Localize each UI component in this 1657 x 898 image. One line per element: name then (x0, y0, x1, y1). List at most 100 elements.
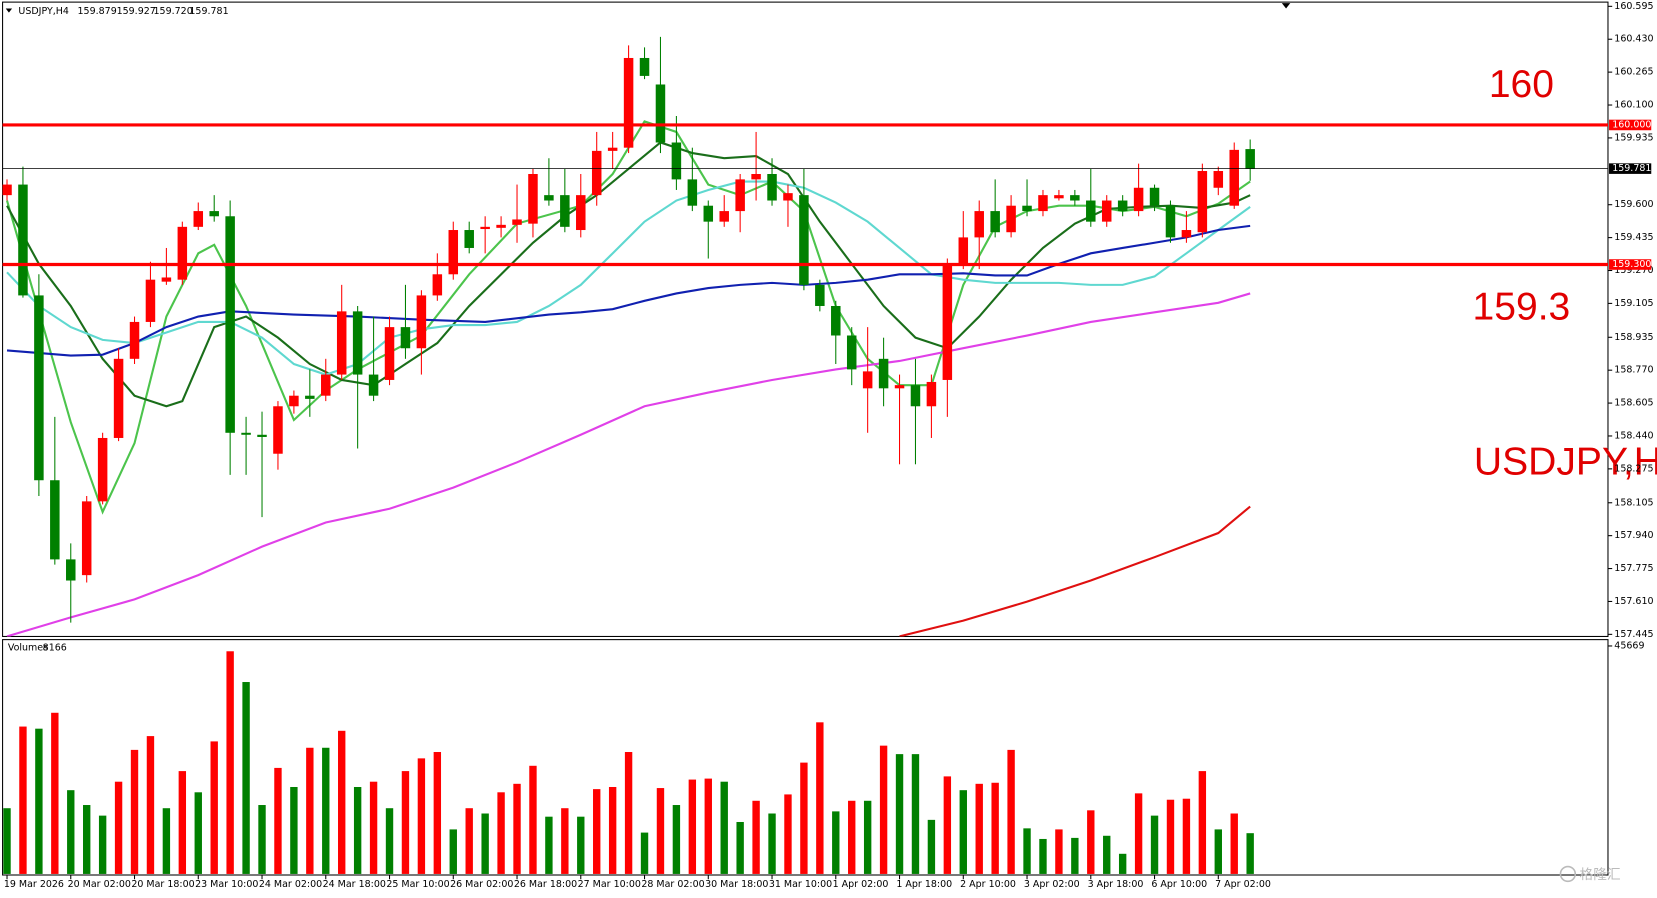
y-tick-label: 159.935 (1614, 132, 1653, 143)
volume-bar (1071, 837, 1079, 874)
y-tick-label: 158.275 (1614, 463, 1653, 474)
volume-bar (162, 808, 171, 874)
volume-bar (19, 726, 27, 874)
volume-bar (879, 745, 888, 874)
candle-body (1165, 205, 1176, 238)
volume-bar (529, 765, 537, 874)
volume-bar (927, 819, 936, 874)
candle-body (926, 381, 937, 407)
header-value: 159.781 (189, 6, 228, 17)
header-value: 159.879 (78, 6, 117, 17)
y-tick-label: 158.105 (1614, 497, 1653, 508)
candle-body (815, 284, 825, 306)
menu-arrow (5, 8, 13, 13)
volume-bar (114, 781, 123, 874)
volume-bar (35, 728, 43, 874)
volume-bar (513, 783, 521, 874)
candle-body (687, 179, 698, 206)
moving-average (6, 180, 1251, 376)
volume-bar (290, 786, 298, 874)
y-tick-label: 160.595 (1614, 1, 1653, 12)
volume-bar (895, 754, 904, 874)
volume-bar (1150, 815, 1159, 874)
moving-average (6, 292, 1251, 637)
x-tick-label: 31 Mar 10:00 (769, 879, 832, 890)
y-tick-label: 157.610 (1614, 596, 1653, 607)
candle-body (1181, 230, 1192, 238)
volume-bar (130, 749, 139, 874)
volume-bar (258, 805, 266, 874)
y-tick-label: 160.100 (1614, 100, 1653, 111)
candle-body (607, 147, 618, 151)
volume-bar (688, 779, 697, 874)
volume-bar (83, 805, 91, 874)
volume-bar (624, 752, 633, 874)
volume-bar (991, 782, 999, 874)
candle-body (1133, 187, 1144, 212)
volume-bar (1214, 829, 1222, 874)
volume-bar (3, 808, 11, 874)
current-price-box (1609, 163, 1652, 174)
candle-body (878, 358, 889, 389)
volume-bar (943, 776, 952, 874)
candle-body (1245, 149, 1255, 169)
volume-bar (226, 651, 234, 874)
volume-bar (1246, 833, 1254, 874)
candle-body (161, 277, 172, 282)
moving-average (6, 224, 1251, 357)
candle-body (336, 311, 347, 375)
candle-body (384, 327, 395, 380)
y-tick-label: 158.770 (1614, 365, 1653, 376)
volume-bar (768, 813, 776, 874)
candle-body (1101, 200, 1112, 222)
candle-body (990, 211, 1000, 233)
volume-bar (1055, 829, 1063, 874)
volume-bar (67, 790, 75, 874)
candle-body (432, 274, 443, 296)
candle-body (1197, 171, 1208, 233)
y-tick-label: 160.265 (1614, 67, 1653, 78)
candle-body (846, 335, 857, 370)
volume-bar (593, 789, 601, 874)
volume-bar (863, 800, 872, 874)
x-tick-label: 20 Mar 02:00 (68, 879, 131, 890)
candle-body (1117, 200, 1128, 212)
volume-bar (449, 829, 457, 874)
candle-body (400, 327, 411, 349)
candle-body (177, 226, 188, 280)
volume-bar (672, 805, 681, 874)
level-annotation: 160 (1489, 63, 1554, 106)
volume-bar (1103, 835, 1111, 874)
candle-body (305, 395, 315, 399)
volume-bar (51, 712, 59, 874)
candle-body (257, 434, 267, 437)
volume-bar (1087, 810, 1095, 874)
volume-bar (1007, 749, 1015, 874)
level-label: 159.300 (1612, 259, 1651, 270)
candle-body (145, 279, 156, 322)
volume-bar (545, 816, 553, 874)
x-tick-label: 24 Mar 02:00 (259, 879, 322, 890)
candle-body (480, 226, 490, 230)
volume-bar (656, 788, 665, 874)
y-tick-label: 159.270 (1614, 265, 1653, 276)
volume-bar (784, 794, 792, 874)
candle-body (321, 374, 331, 396)
candle-body (735, 179, 745, 212)
x-tick-label: 26 Mar 02:00 (450, 879, 513, 890)
candle-body (655, 84, 666, 143)
level-label: 160.000 (1612, 119, 1651, 130)
volume-bar (640, 832, 649, 874)
volume-bar (848, 800, 856, 874)
candle-body (66, 559, 76, 581)
candle-body (2, 184, 12, 196)
candle-body (799, 195, 809, 285)
volume-bar (975, 783, 983, 874)
candle-body (273, 406, 283, 454)
candle-body (18, 184, 28, 296)
level-box (1609, 259, 1652, 270)
candle-body (560, 195, 570, 227)
x-tick-label: 19 Mar 2026 (4, 879, 64, 890)
x-tick-label: 26 Mar 18:00 (514, 879, 577, 890)
